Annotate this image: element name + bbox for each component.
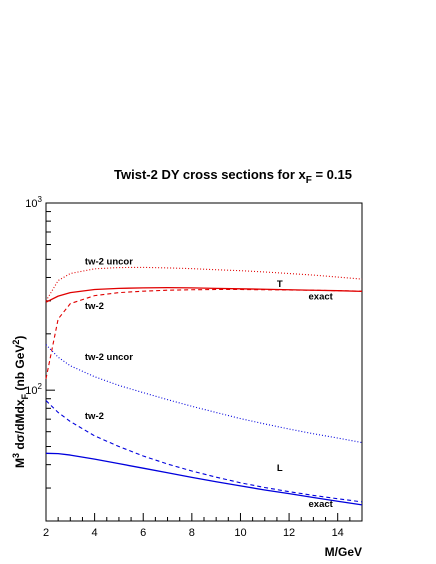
- annotation-label: T: [277, 279, 283, 290]
- x-tick-label: 8: [189, 527, 195, 539]
- series-line-L-exact: [45, 452, 363, 506]
- series-line-L-tw-2: [45, 400, 363, 503]
- annotation-label: L: [277, 463, 283, 474]
- series-line-T-tw-2-uncor: [45, 266, 363, 302]
- x-axis: 2 4 6 8 10 12 14: [43, 513, 363, 539]
- x-tick-label: 6: [140, 527, 146, 539]
- annotation-label: tw-2: [85, 301, 104, 312]
- y-tick-label: 103: [25, 195, 42, 210]
- annotation-label: tw-2 uncor: [85, 352, 133, 363]
- y-tick-label: 102: [25, 382, 42, 397]
- x-tick-label: 2: [43, 527, 49, 539]
- chart-title: Twist-2 DY cross sections for xF = 0.15: [114, 167, 352, 186]
- x-tick-label: 12: [283, 527, 295, 539]
- x-axis-label: M/GeV: [325, 545, 362, 559]
- series-lines: [45, 266, 363, 506]
- annotation-label: exact: [309, 292, 334, 303]
- annotation-label: exact: [309, 499, 334, 510]
- annotation-label: tw-2 uncor: [85, 256, 133, 267]
- x-tick-label: 14: [332, 527, 344, 539]
- series-line-T-tw-2: [45, 288, 363, 379]
- x-tick-label: 4: [92, 527, 98, 539]
- annotation-label: tw-2: [85, 411, 104, 422]
- y-axis-label: M3 dσ/dMdxF (nb GeV2): [11, 336, 30, 468]
- x-tick-label: 10: [234, 527, 246, 539]
